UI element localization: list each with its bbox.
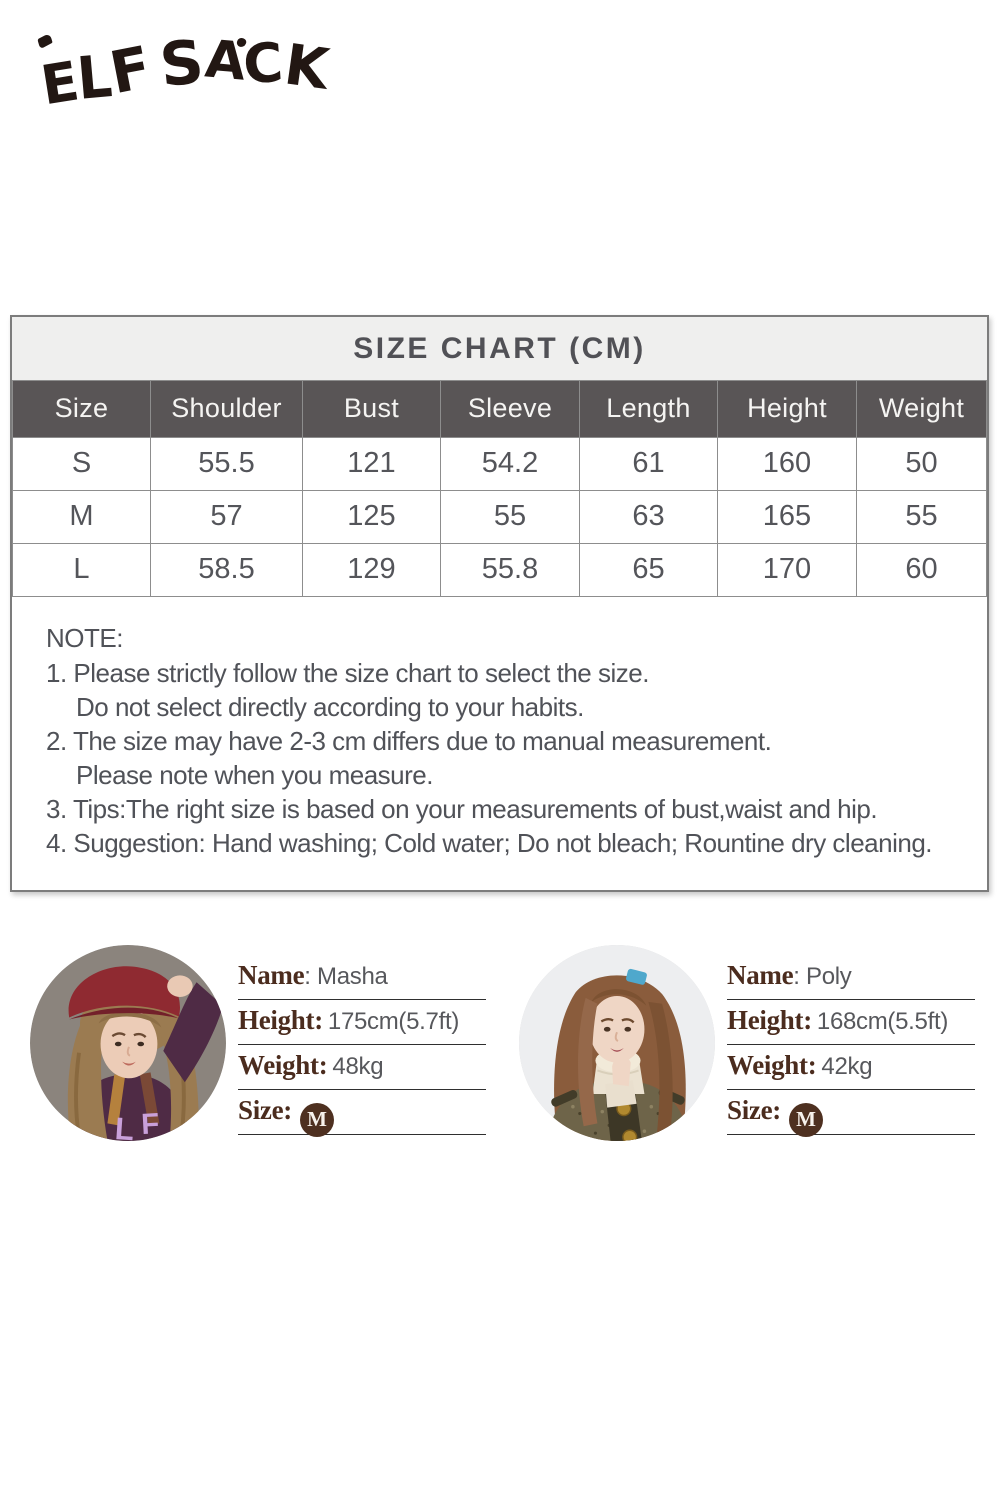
cell-value: 170 [717, 542, 857, 597]
size-chart-table: Size Shoulder Bust Sleeve Length Height … [12, 381, 987, 597]
cell-size: M [12, 489, 151, 544]
cell-value: 61 [579, 436, 718, 491]
column-header-bust: Bust [302, 381, 441, 438]
column-header-height: Height [717, 381, 857, 438]
column-header-length: Length [579, 381, 718, 438]
logo-tick-mark [37, 32, 53, 50]
name-value: : Masha [304, 963, 388, 990]
cell-value: 55 [440, 489, 580, 544]
model-photo-poly [519, 945, 715, 1141]
size-badge: M [788, 1102, 823, 1137]
cell-value: 63 [579, 489, 718, 544]
model-poly-illustration [519, 945, 715, 1141]
coat-button [622, 1129, 638, 1141]
note-line: Please note when you measure. [76, 759, 433, 790]
weight-value: 42kg [821, 1053, 873, 1080]
model-card-masha: E L F [30, 945, 486, 1141]
beret [68, 966, 180, 1018]
cell-size: L [12, 542, 151, 597]
weight-value: 48kg [332, 1053, 384, 1080]
note-section: NOTE: 1. Please strictly follow the size… [12, 597, 987, 890]
cell-value: 55.5 [150, 436, 303, 491]
svg-text:F: F [140, 1107, 160, 1141]
model-size-row: Size: M [238, 1093, 486, 1137]
model-weight-row: Weight: 42kg [727, 1048, 975, 1090]
table-row-m: M 57 125 55 63 165 55 [12, 489, 987, 544]
face [589, 995, 645, 1063]
note-line: 1. Please strictly follow the size chart… [46, 657, 649, 688]
model-height-row: Height: 168cm(5.5ft) [727, 1003, 975, 1045]
brand-logo: ELFSACK [37, 27, 333, 132]
model-photo-masha: E L F [30, 945, 226, 1141]
column-header-size: Size [12, 381, 151, 438]
table-header-row: Size Shoulder Bust Sleeve Length Height … [12, 381, 987, 438]
raised-arm [163, 982, 224, 1083]
cell-value: 55 [856, 489, 987, 544]
hand [612, 1056, 631, 1087]
model-name-row: Name: Poly [727, 958, 975, 1000]
model-info-masha: Name: Masha Height: 175cm(5.7ft) Weight: 4… [238, 945, 486, 1141]
cell-value: 125 [302, 489, 441, 544]
model-cards-row: E L F [30, 945, 975, 1141]
model-height-row: Height: 175cm(5.7ft) [238, 1003, 486, 1045]
cell-value: 65 [579, 542, 718, 597]
cell-size: S [12, 436, 151, 491]
cell-value: 50 [856, 436, 987, 491]
cell-value: 57 [150, 489, 303, 544]
model-weight-row: Weight: 48kg [238, 1048, 486, 1090]
weight-label: Weight: [727, 1050, 817, 1080]
logo-letter: S [156, 26, 207, 102]
model-card-poly: Name: Poly Height: 168cm(5.5ft) Weight: 42… [519, 945, 975, 1141]
hand [167, 975, 193, 997]
height-label: Height: [727, 1005, 812, 1035]
note-line: 3. Tips:The right size is based on your … [46, 793, 878, 824]
model-masha-illustration: E L F [30, 945, 226, 1141]
column-header-sleeve: Sleeve [440, 381, 580, 438]
height-value: 175cm(5.7ft) [327, 1008, 460, 1035]
cell-value: 54.2 [440, 436, 580, 491]
note-line: Do not select directly according to your… [76, 691, 584, 722]
hair-clip [626, 968, 647, 985]
logo-letter: C [241, 30, 286, 97]
size-label: Size: [727, 1095, 781, 1125]
size-chart-title: SIZE CHART (CM) [12, 317, 987, 381]
cell-value: 58.5 [150, 542, 303, 597]
column-header-shoulder: Shoulder [150, 381, 303, 438]
cell-value: 165 [717, 489, 857, 544]
name-label: Name [238, 960, 305, 990]
note-heading: NOTE: [46, 622, 123, 653]
table-row-s: S 55.5 121 54.2 61 160 50 [12, 436, 987, 491]
name-value: : Poly [793, 963, 852, 990]
model-size-row: Size: M [727, 1093, 975, 1137]
cell-value: 129 [302, 542, 441, 597]
size-chart-panel: SIZE CHART (CM) Size Shoulder Bust Sleev… [10, 315, 989, 892]
column-header-weight: Weight [856, 381, 987, 438]
cell-value: 60 [856, 542, 987, 597]
cell-value: 121 [302, 436, 441, 491]
size-badge: M [299, 1102, 334, 1137]
table-row-l: L 58.5 129 55.8 65 170 60 [12, 542, 987, 597]
logo-letter: F [104, 32, 157, 108]
model-info-poly: Name: Poly Height: 168cm(5.5ft) Weight: 42… [727, 945, 975, 1141]
cell-value: 160 [717, 436, 857, 491]
height-label: Height: [238, 1005, 323, 1035]
logo-letter: K [280, 32, 333, 103]
note-line: 4. Suggestion: Hand washing; Cold water;… [46, 827, 933, 858]
height-value: 168cm(5.5ft) [816, 1008, 949, 1035]
weight-label: Weight: [238, 1050, 328, 1080]
face [100, 1009, 158, 1079]
size-label: Size: [238, 1095, 292, 1125]
cell-value: 55.8 [440, 542, 580, 597]
name-label: Name [727, 960, 794, 990]
svg-text:L: L [114, 1111, 136, 1141]
note-line: 2. The size may have 2-3 cm differs due … [46, 725, 772, 756]
model-name-row: Name: Masha [238, 958, 486, 1000]
